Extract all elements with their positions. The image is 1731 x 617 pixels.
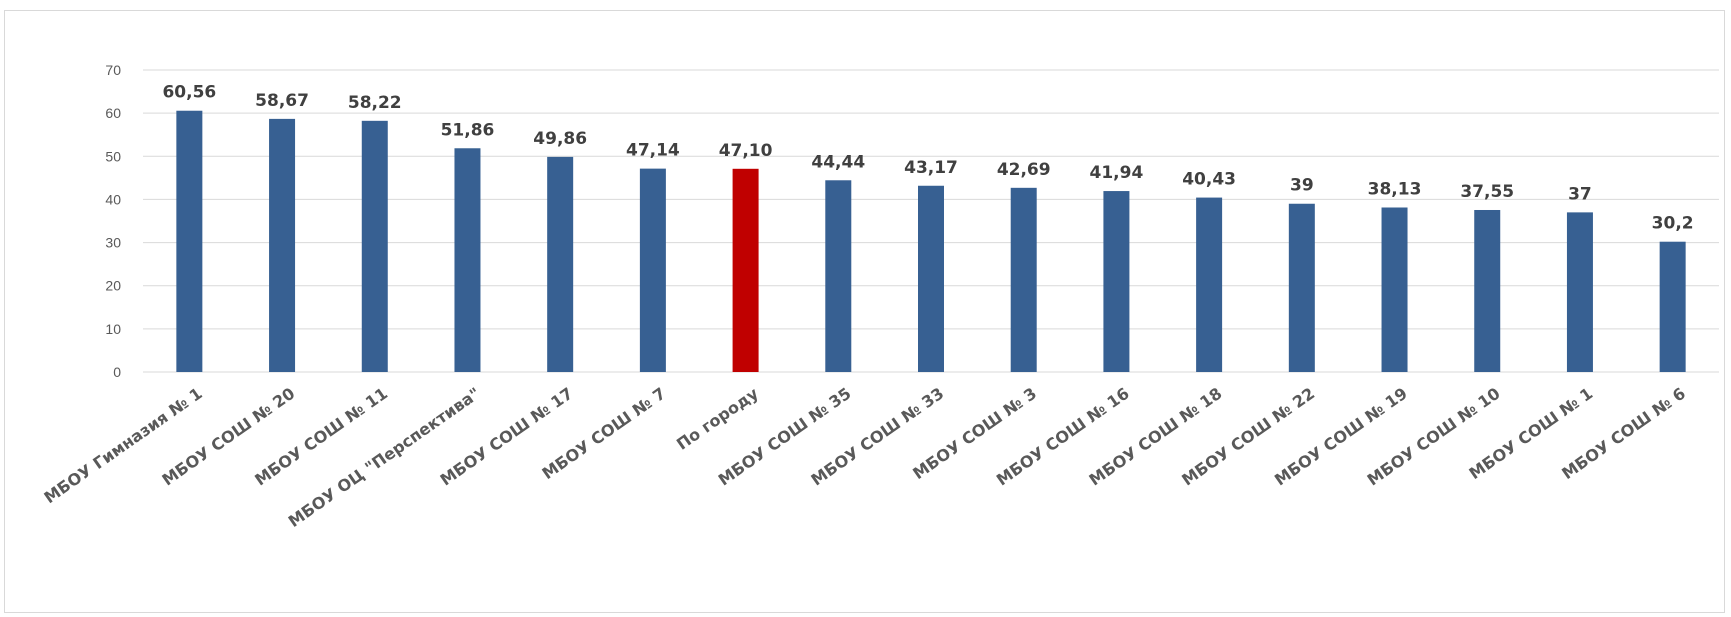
category-label: МБОУ ОЦ "Перспектива" (285, 384, 484, 531)
data-label: 49,86 (533, 129, 587, 149)
y-tick-label: 20 (105, 278, 121, 294)
y-tick-label: 40 (105, 191, 121, 207)
y-tick-label: 70 (105, 62, 121, 78)
y-tick-label: 60 (105, 105, 121, 121)
bar (1103, 191, 1130, 372)
data-label: 44,44 (811, 152, 865, 172)
bar-chart: 0 10 20 30 40 50 60 70 60,56 МБОУ Гимназия № 1 58,… (41, 62, 1719, 531)
data-label: 37,55 (1460, 182, 1514, 202)
data-label: 39 (1290, 176, 1314, 196)
category-label: По городу (673, 383, 762, 453)
bar (176, 110, 203, 372)
bar (361, 120, 388, 372)
y-tick-label: 0 (113, 364, 121, 380)
data-label: 58,67 (255, 91, 309, 111)
bar (454, 148, 481, 372)
bar (269, 118, 296, 372)
bar (732, 168, 759, 372)
bar (639, 168, 666, 372)
data-label: 40,43 (1182, 170, 1236, 190)
bar (1381, 207, 1408, 372)
data-label: 47,14 (626, 141, 680, 161)
bar (1196, 197, 1223, 372)
data-label: 37 (1568, 184, 1592, 204)
data-label: 60,56 (162, 83, 216, 103)
data-label: 58,22 (348, 93, 402, 113)
data-label: 51,86 (441, 120, 495, 140)
y-tick-label: 30 (105, 235, 121, 251)
bar (1474, 209, 1501, 372)
y-tick-label: 10 (105, 321, 121, 337)
chart-frame: 0 10 20 30 40 50 60 70 60,56 МБОУ Гимназия № 1 58,… (4, 10, 1725, 613)
data-label: 43,17 (904, 158, 958, 178)
data-label: 41,94 (1090, 163, 1144, 183)
bar (918, 185, 944, 372)
data-label: 47,10 (719, 141, 773, 161)
bar (825, 180, 852, 372)
bar (547, 156, 574, 372)
data-label: 38,13 (1368, 179, 1422, 199)
bar (1566, 212, 1593, 372)
category-label: МБОУ Гимназия № 1 (41, 384, 206, 508)
bar (1010, 187, 1037, 372)
data-label: 30,2 (1652, 214, 1694, 234)
bar (1288, 203, 1315, 372)
data-label: 42,69 (997, 160, 1051, 180)
bar (1659, 241, 1686, 372)
y-tick-label: 50 (105, 148, 121, 164)
